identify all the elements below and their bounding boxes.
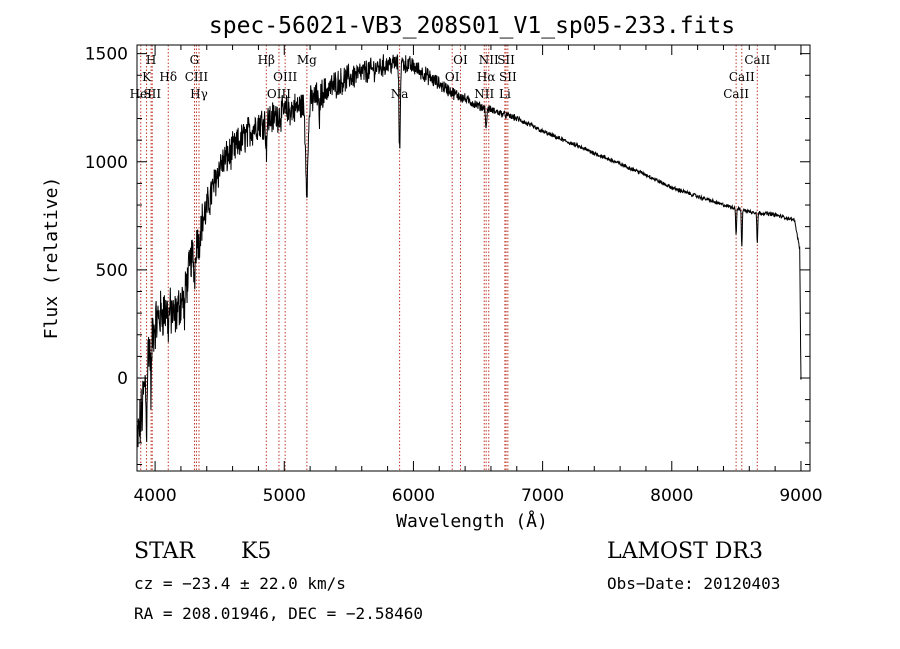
y-tick-label: 1000 (85, 153, 128, 173)
spectral-line-markers (140, 45, 758, 471)
line-label-oiii: OIII (273, 70, 297, 84)
line-label-hα: Hα (477, 70, 496, 84)
redshift-velocity: cz = −23.4 ± 22.0 km/s (134, 574, 346, 593)
y-tick-label: 0 (117, 369, 128, 389)
x-tick-label: 5000 (263, 486, 306, 506)
line-label-caii: CaII (723, 87, 749, 101)
line-label-g: G (190, 53, 200, 67)
x-tick-label: 7000 (521, 486, 564, 506)
line-label-sii: SII (143, 87, 161, 101)
chart-title: spec-56021-VB3_208S01_V1_sp05-233.fits (209, 13, 735, 39)
x-tick-label: 4000 (133, 486, 176, 506)
line-label-ciii: CIII (185, 70, 209, 84)
line-label-caii: CaII (744, 53, 770, 67)
line-label-oi: OI (453, 53, 468, 67)
line-label-nii: NII (479, 53, 499, 67)
line-label-hβ: Hβ (258, 53, 275, 67)
line-label-h: H (146, 53, 156, 67)
line-label-oiii: OIII (267, 87, 291, 101)
survey-name: LAMOST DR3 (607, 539, 763, 564)
line-label-hei: HeI (130, 87, 153, 101)
coordinates: RA = 208.01946, DEC = −2.58460 (134, 604, 423, 623)
object-subclass: K5 (241, 539, 272, 564)
line-label-li: Li (499, 87, 511, 101)
axis-ticks (137, 45, 810, 471)
line-label-k: K (142, 70, 152, 84)
x-tick-label: 8000 (650, 486, 693, 506)
line-label-hγ: Hγ (190, 87, 208, 101)
spectrum-line (136, 54, 802, 448)
line-label-oi: OI (445, 70, 460, 84)
line-label-hδ: Hδ (159, 70, 177, 84)
spectral-line-labels: HeIKHSIIHδGCIIIHγHβOIIIOIIIMgNaOIOINIIHα… (130, 53, 771, 101)
y-axis-label: Flux (relative) (41, 177, 62, 340)
x-tick-label: 9000 (779, 486, 822, 506)
x-tick-label: 6000 (392, 486, 435, 506)
x-axis-label: Wavelength (Å) (396, 510, 548, 532)
y-tick-label: 500 (96, 261, 128, 281)
y-tick-label: 1500 (85, 45, 128, 65)
observation-date: Obs−Date: 20120403 (607, 574, 781, 593)
line-label-na: Na (391, 87, 409, 101)
y-axis-tick-labels: 0 500 1000 1500 (85, 45, 128, 389)
line-label-caii: CaII (729, 70, 755, 84)
x-axis-tick-labels: 4000 5000 6000 7000 8000 9000 (133, 486, 822, 506)
line-label-sii: SII (499, 70, 517, 84)
plot-frame (136, 44, 811, 472)
line-label-nii: NII (474, 87, 494, 101)
line-label-sii: SII (497, 53, 515, 67)
line-label-mg: Mg (297, 53, 317, 67)
object-class: STAR (134, 539, 195, 564)
